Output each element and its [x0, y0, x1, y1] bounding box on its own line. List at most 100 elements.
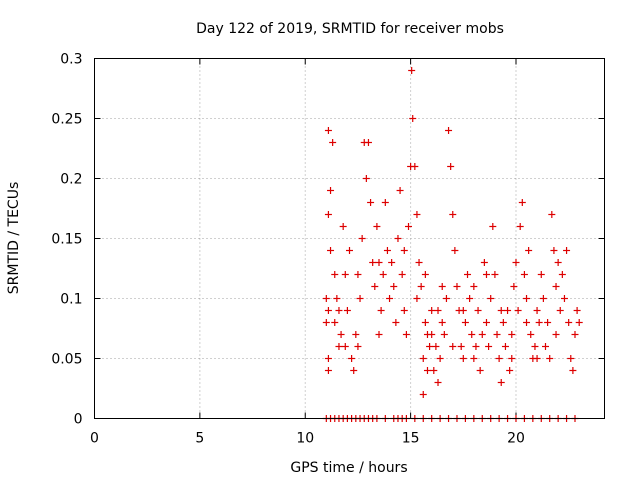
data-point [428, 307, 436, 314]
data-point [329, 139, 337, 146]
data-point [386, 295, 394, 302]
data-point [506, 367, 514, 374]
data-point [493, 331, 501, 338]
data-point [398, 271, 406, 278]
data-point [324, 127, 332, 134]
data-point [459, 355, 467, 362]
data-point [501, 343, 509, 350]
data-point [339, 223, 347, 230]
data-point [350, 367, 358, 374]
data-point [421, 319, 429, 326]
data-point [482, 319, 490, 326]
data-point [539, 295, 547, 302]
data-point [560, 295, 568, 302]
data-point [415, 259, 423, 266]
data-point [358, 235, 366, 242]
data-point [552, 331, 560, 338]
axis-ticks: 0 5 10 15 20 0 0.05 0.1 0.15 0.2 0.25 0.3 [51, 52, 605, 447]
data-point [445, 127, 453, 134]
data-point [324, 211, 332, 218]
data-point [552, 283, 560, 290]
data-point [464, 271, 472, 278]
data-point [423, 367, 431, 374]
y-axis-label: SRMTID / TECUs [6, 182, 22, 295]
data-point [504, 307, 512, 314]
data-point [546, 355, 554, 362]
data-point [335, 307, 343, 314]
y-tick-label: 0.25 [51, 112, 82, 128]
data-point [354, 271, 362, 278]
data-point [485, 343, 493, 350]
data-point [531, 343, 539, 350]
data-point [390, 283, 398, 290]
data-point [491, 271, 499, 278]
chart-title: Day 122 of 2019, SRMTID for receiver mob… [196, 21, 504, 37]
data-point [413, 295, 421, 302]
data-point [322, 319, 330, 326]
data-point [333, 295, 341, 302]
data-point [508, 355, 516, 362]
data-point [569, 367, 577, 374]
data-point [497, 307, 505, 314]
data-point [428, 331, 436, 338]
data-point [436, 355, 444, 362]
data-point [563, 247, 571, 254]
grid-lines [94, 58, 605, 419]
data-point [348, 355, 356, 362]
data-point [322, 295, 330, 302]
data-point [352, 331, 360, 338]
data-point [459, 307, 467, 314]
data-point [449, 211, 457, 218]
data-point [516, 223, 524, 230]
data-point [550, 247, 558, 254]
data-point [434, 379, 442, 386]
data-point [331, 319, 339, 326]
data-point [405, 223, 413, 230]
data-point [449, 343, 457, 350]
data-point [379, 271, 387, 278]
y-tick-label: 0.1 [60, 292, 82, 308]
data-point [499, 319, 507, 326]
x-axis-label: GPS time / hours [290, 460, 407, 476]
data-point [417, 283, 425, 290]
data-point [324, 355, 332, 362]
data-point [327, 187, 335, 194]
data-point [453, 283, 461, 290]
data-point [480, 259, 488, 266]
data-point [565, 319, 573, 326]
y-tick-label: 0.15 [51, 232, 82, 248]
data-point [434, 307, 442, 314]
data-point [548, 211, 556, 218]
y-tick-label: 0.3 [60, 52, 82, 68]
data-point [381, 199, 389, 206]
y-tick-label: 0 [74, 412, 83, 428]
data-point [402, 331, 410, 338]
data-point [426, 343, 434, 350]
data-point [388, 259, 396, 266]
data-point [525, 247, 533, 254]
data-point [476, 367, 484, 374]
x-tick-label: 5 [195, 431, 204, 447]
data-point [430, 367, 438, 374]
data-point [440, 331, 448, 338]
data-point [558, 271, 566, 278]
data-point [567, 355, 575, 362]
data-point [575, 319, 583, 326]
x-tick-label: 10 [296, 431, 314, 447]
data-point [413, 211, 421, 218]
data-point [497, 379, 505, 386]
data-point [468, 331, 476, 338]
data-point [533, 307, 541, 314]
data-point [457, 343, 465, 350]
y-tick-label: 0.2 [60, 172, 82, 188]
data-point [470, 355, 478, 362]
x-tick-label: 15 [402, 431, 420, 447]
data-point [362, 175, 370, 182]
data-point [571, 331, 579, 338]
data-point [375, 259, 383, 266]
data-point [520, 271, 528, 278]
data-point [573, 307, 581, 314]
data-point [369, 259, 377, 266]
data-point [392, 319, 400, 326]
